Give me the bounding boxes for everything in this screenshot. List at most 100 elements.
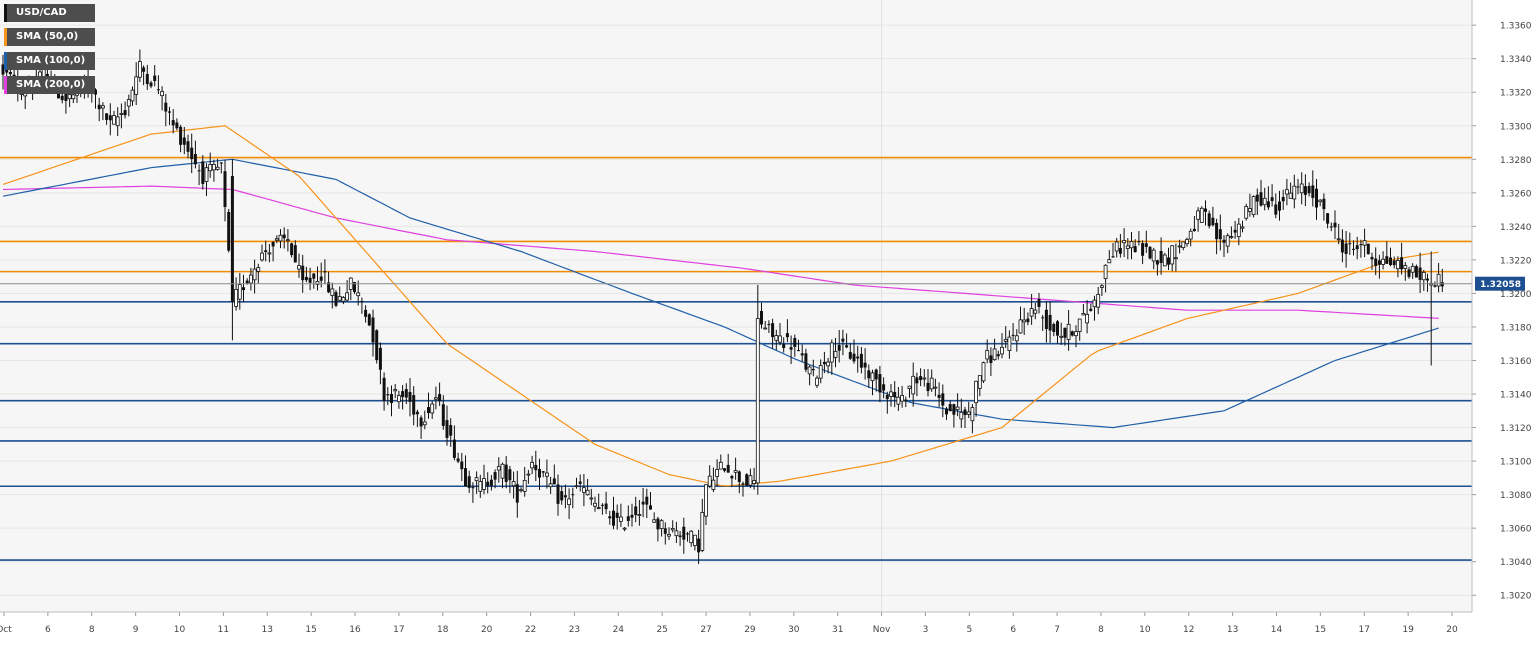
- candle-body-bullish: [974, 380, 978, 404]
- candle-body-bullish: [297, 265, 301, 270]
- candle-body-bearish: [885, 394, 889, 400]
- candle-body-bullish: [693, 534, 697, 547]
- candle-body-bullish: [1403, 265, 1408, 269]
- candle-body-bullish: [652, 519, 657, 523]
- candle-body-bullish: [1381, 258, 1385, 265]
- y-tick-label: 1.3040: [1500, 558, 1532, 568]
- candle-body-bearish: [745, 474, 749, 486]
- candle-body-bearish: [656, 518, 660, 530]
- x-tick-label: 13: [1227, 625, 1238, 635]
- candle-body-bearish: [1418, 267, 1422, 280]
- candle-body-bullish: [1410, 265, 1415, 273]
- candle-body-bullish: [393, 389, 398, 392]
- candle-body-bullish: [330, 288, 335, 296]
- candle-body-bearish: [1070, 331, 1074, 336]
- candle-body-bearish: [948, 404, 952, 412]
- candle-body-bearish: [1414, 266, 1418, 278]
- candle-body-bearish: [782, 344, 786, 349]
- candle-body-bearish: [327, 282, 331, 293]
- candle-body-bullish: [1188, 230, 1193, 240]
- candle-body-bullish: [1436, 273, 1441, 287]
- candle-body-bearish: [1048, 314, 1052, 331]
- candle-body-bearish: [190, 147, 194, 160]
- candle-body-bullish: [1285, 189, 1289, 195]
- candle-body-bearish: [64, 91, 68, 101]
- candle-body-bearish: [804, 353, 808, 370]
- candle-body-bullish: [160, 91, 165, 97]
- candle-body-bearish: [1159, 250, 1163, 263]
- x-tick-label: 19: [1402, 625, 1414, 635]
- candle-body-bullish: [315, 281, 320, 285]
- y-tick-label: 1.3240: [1500, 223, 1532, 233]
- candle-body-bearish: [678, 535, 682, 538]
- candle-body-bullish: [1092, 299, 1097, 308]
- candle-body-bullish: [1229, 236, 1234, 238]
- candle-body-bearish: [863, 362, 867, 368]
- candle-body-bullish: [260, 252, 264, 261]
- candle-body-bullish: [718, 461, 723, 470]
- candle-body-bullish: [1125, 245, 1130, 249]
- candle-body-bearish: [149, 82, 153, 87]
- candle-body-bullish: [778, 335, 782, 343]
- x-tick-label: 6: [1010, 625, 1016, 635]
- candle-body-bearish: [1063, 327, 1067, 338]
- candle-body-bullish: [1096, 294, 1101, 308]
- candle-body-bearish: [1374, 258, 1378, 266]
- candle-body-bearish: [201, 161, 205, 184]
- candle-body-bearish: [797, 350, 800, 352]
- candle-body-bullish: [1000, 346, 1004, 355]
- candle-body-bearish: [1052, 324, 1056, 332]
- candle-body-bearish: [1326, 213, 1330, 224]
- candle-body-bullish: [1029, 308, 1034, 317]
- y-tick-label: 1.3060: [1500, 525, 1532, 535]
- candle-body-bearish: [1385, 256, 1389, 264]
- y-tick-label: 1.3080: [1500, 491, 1532, 501]
- candle-body-bullish: [763, 327, 768, 330]
- candle-body-bearish: [301, 265, 305, 281]
- candle-body-bearish: [1340, 239, 1344, 253]
- candle-body-bearish: [963, 409, 967, 416]
- candle-body-bullish: [589, 497, 594, 500]
- candle-body-bearish: [1322, 198, 1326, 210]
- candle-body-bearish: [1370, 256, 1374, 260]
- candle-body-bearish: [1037, 299, 1041, 307]
- candle-body-bullish: [1240, 226, 1245, 229]
- candle-body-bullish: [256, 267, 261, 272]
- y-tick-label: 1.3360: [1500, 22, 1532, 32]
- candle-body-bullish: [981, 362, 986, 382]
- candle-body-bearish: [793, 338, 797, 347]
- candle-body-bullish: [204, 167, 209, 182]
- candle-body-bearish: [360, 300, 364, 303]
- candle-body-bearish: [271, 241, 275, 247]
- y-tick-label: 1.3020: [1500, 592, 1532, 602]
- candle-body-bearish: [1089, 308, 1093, 311]
- candle-body-bullish: [1288, 192, 1293, 199]
- candle-body-bearish: [612, 510, 615, 526]
- candle-body-bullish: [659, 520, 664, 529]
- candle-body-bullish: [211, 163, 216, 171]
- candle-body-bullish: [574, 485, 579, 488]
- candle-body-bearish: [1344, 243, 1348, 255]
- candle-body-bearish: [878, 374, 882, 393]
- candle-body-bullish: [248, 274, 253, 284]
- candle-body-bullish: [545, 472, 549, 477]
- candle-body-bullish: [622, 527, 627, 530]
- candle-body-bullish: [807, 366, 812, 375]
- candle-body-bearish: [859, 353, 863, 368]
- candle-body-bearish: [171, 120, 175, 126]
- candle-body-bearish: [364, 309, 368, 317]
- candle-body-bearish: [626, 516, 630, 521]
- candle-body-bearish: [94, 89, 97, 95]
- candle-body-bullish: [341, 297, 346, 302]
- candle-body-bullish: [752, 480, 756, 485]
- candle-body-bearish: [1111, 256, 1115, 258]
- candle-body-bearish: [97, 104, 101, 110]
- x-tick-label: 9: [133, 625, 139, 635]
- candle-body-bearish: [952, 404, 956, 415]
- candle-body-bearish: [600, 504, 604, 506]
- candle-body-bearish: [663, 528, 667, 534]
- candle-body-bullish: [422, 421, 427, 426]
- candle-body-bullish: [970, 407, 975, 422]
- x-tick-label: 10: [174, 625, 186, 635]
- candle-body-bearish: [293, 245, 297, 263]
